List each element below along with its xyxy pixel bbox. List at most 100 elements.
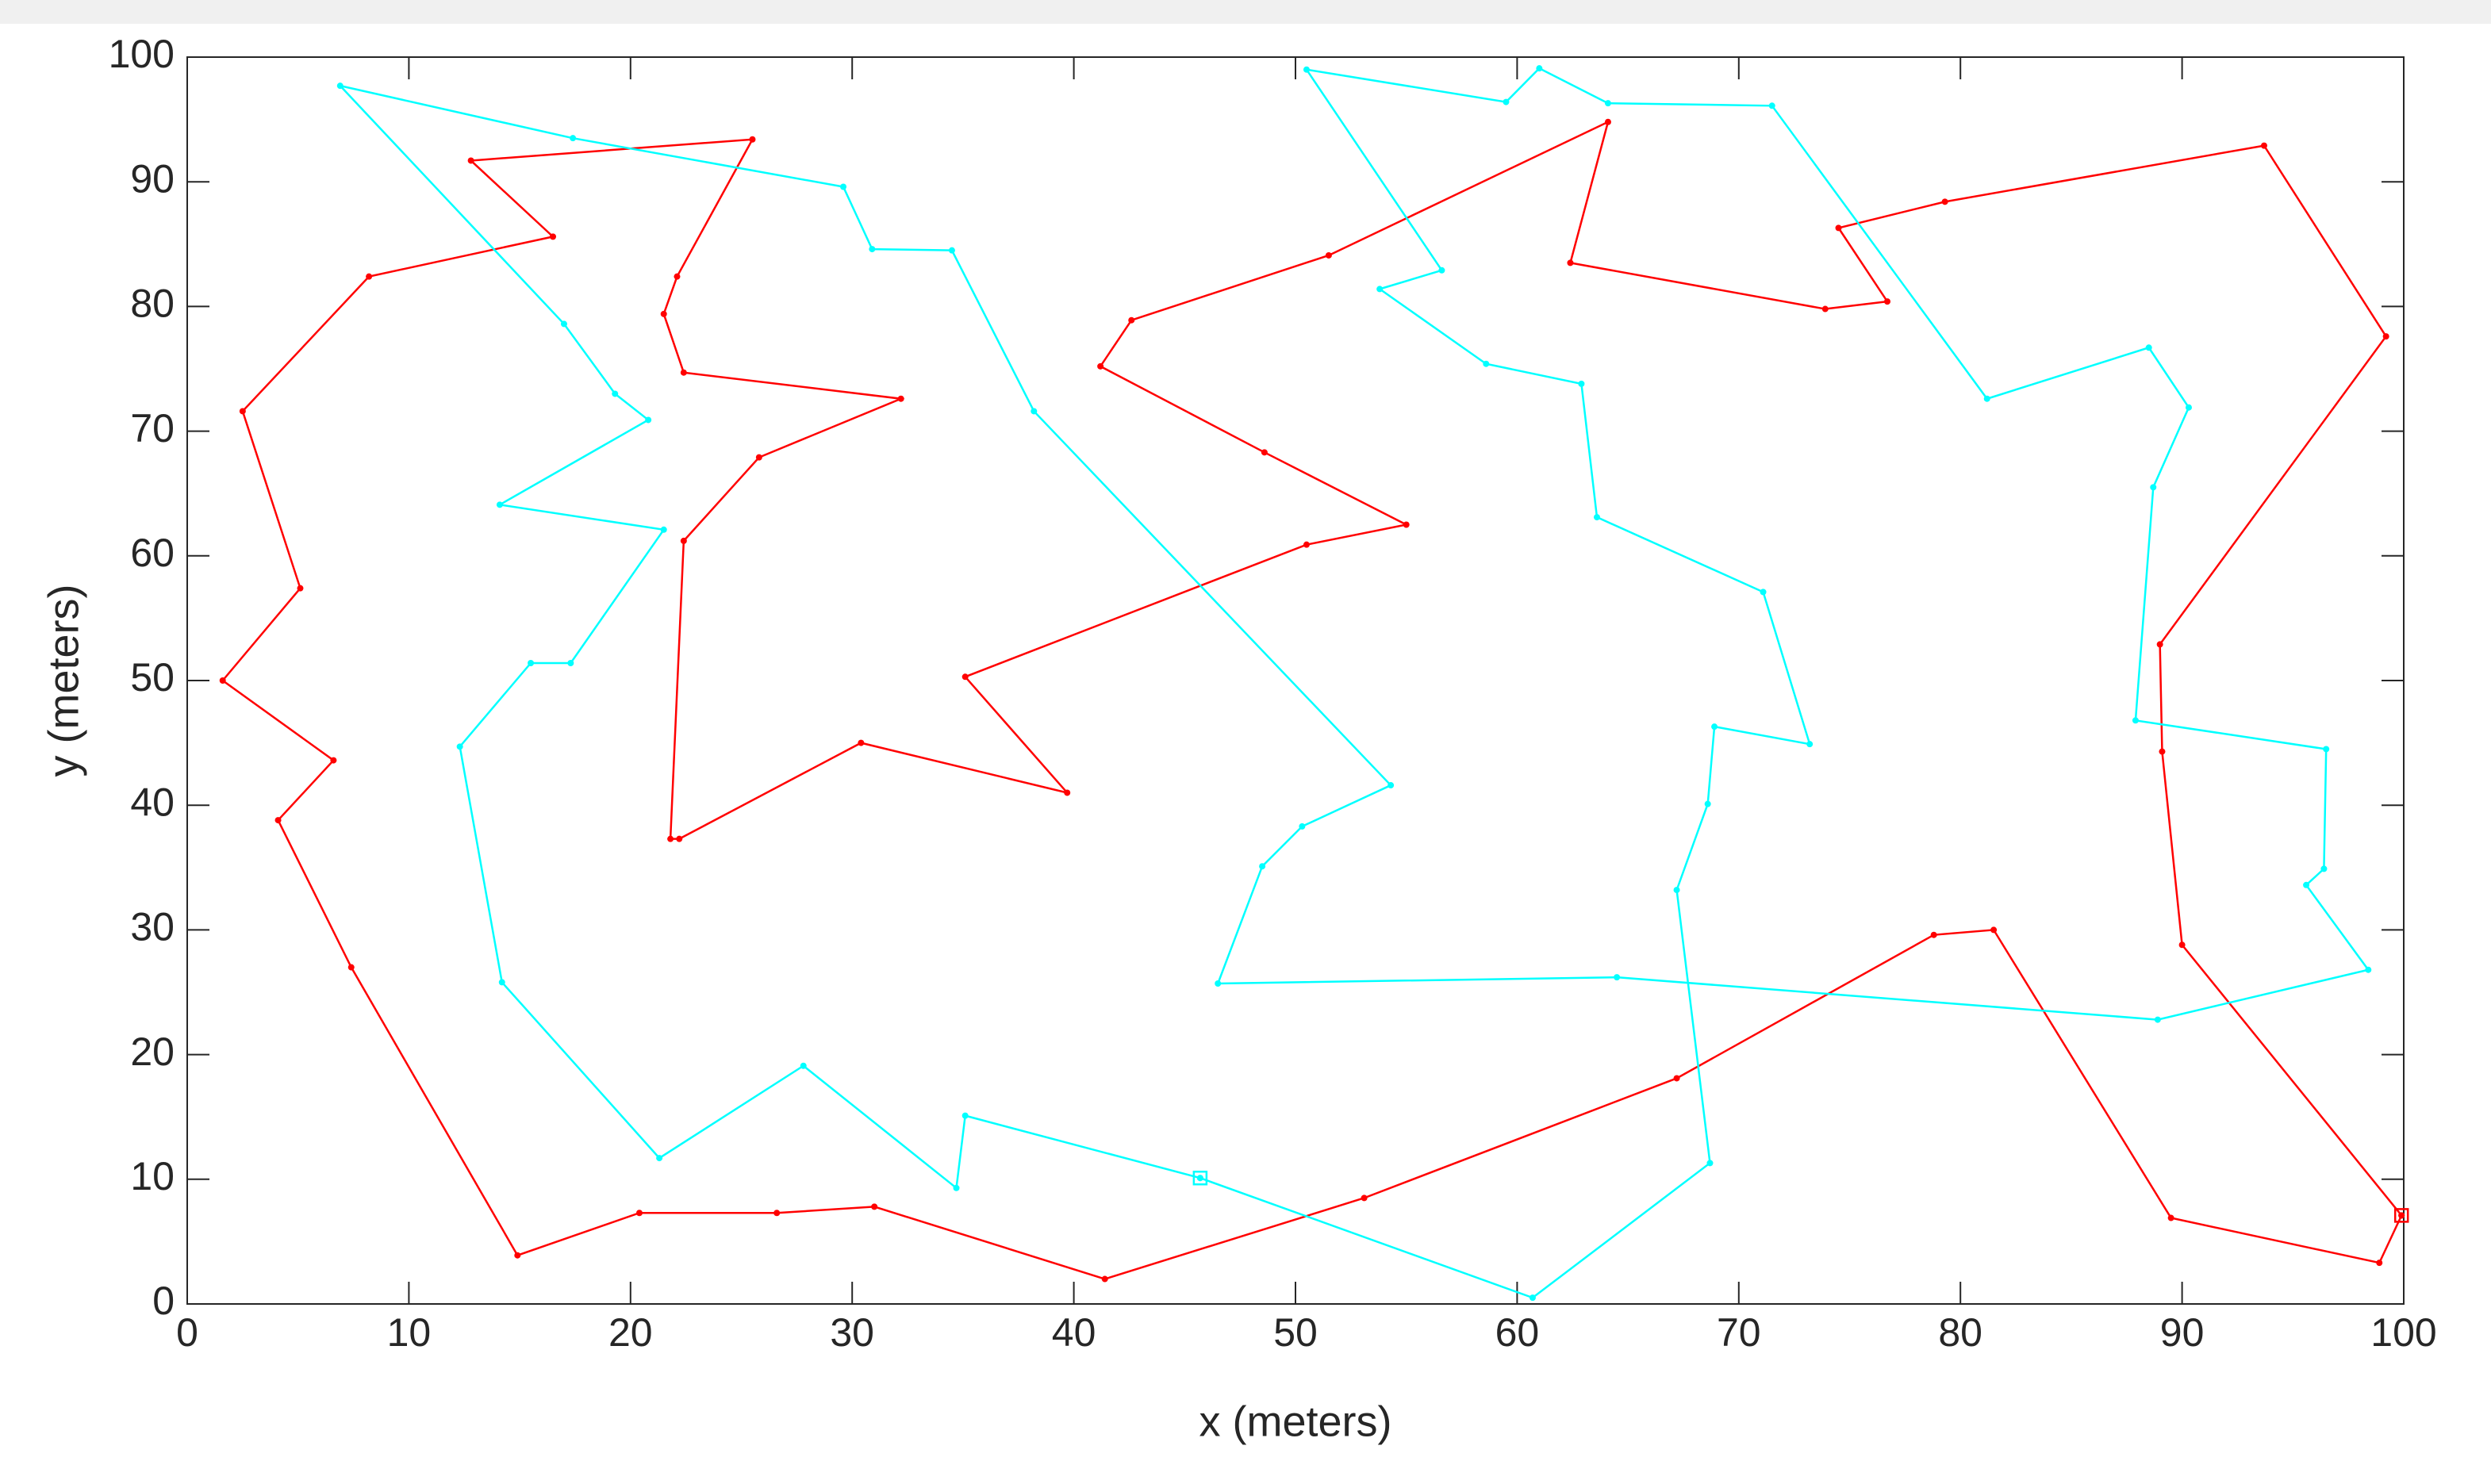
point [961,673,969,681]
x-tick-label: 100 [2370,1310,2436,1355]
point [1376,286,1384,293]
point [1711,723,1718,730]
point [660,526,667,533]
point [1325,251,1332,259]
point [2382,333,2389,340]
point [1503,98,1510,105]
point [2323,746,2330,753]
point [1604,100,1611,107]
point [1604,118,1611,125]
point [897,395,904,402]
point [2167,1214,2174,1221]
point [1303,541,1310,548]
point [1567,259,1574,267]
point [239,408,246,415]
point [1403,521,1410,528]
point [871,1203,878,1210]
x-tick-label: 0 [176,1310,198,1355]
x-tick-label: 60 [1495,1310,1540,1355]
x-tick-label: 50 [1273,1310,1318,1355]
point [645,416,652,424]
point [570,135,577,142]
start-marker [1192,1170,1208,1186]
point [1593,514,1600,521]
point [676,835,683,842]
point [1101,1275,1108,1283]
point [2145,344,2152,351]
point [1536,65,1543,72]
y-tick-label: 70 [130,406,175,451]
x-tick-label: 80 [1938,1310,1982,1355]
point [953,1184,960,1191]
point [1883,298,1890,305]
point [2132,717,2139,724]
x-axis-label: x (meters) [1199,1398,1392,1445]
point [961,1112,969,1119]
point [2376,1260,2383,1267]
point [2320,865,2328,872]
x-tick-label: 40 [1052,1310,1096,1355]
point [347,964,355,971]
start-marker [2393,1208,2409,1223]
point [366,273,373,280]
x-tick-label: 70 [1717,1310,1761,1355]
point [496,501,503,508]
point [667,835,674,842]
y-tick-label: 10 [130,1154,175,1198]
point [948,247,955,254]
point [330,757,337,764]
point [1261,449,1268,456]
y-tick-label: 60 [130,531,175,575]
point [755,454,762,461]
x-tick-label: 30 [830,1310,874,1355]
point [1303,66,1310,73]
point [567,659,574,666]
point [2365,966,2372,973]
point [514,1252,521,1259]
plot-area [187,57,2404,1304]
point [2159,748,2166,755]
point [1941,198,1948,205]
point [219,677,226,684]
point [635,1210,643,1217]
x-tick-label: 90 [2160,1310,2205,1355]
point [656,1155,663,1162]
point [1361,1194,1368,1202]
point [456,743,463,750]
y-tick-label: 50 [130,655,175,700]
point [1983,395,1990,402]
point [1673,887,1680,894]
x-tick-label: 20 [608,1310,653,1355]
point [1821,305,1829,313]
y-tick-label: 0 [152,1279,175,1323]
point [749,136,756,143]
point [274,817,282,824]
point [680,369,687,376]
point [612,390,619,397]
point [2150,484,2157,491]
y-tick-label: 30 [130,905,175,949]
point [2303,881,2310,888]
point [1196,1175,1203,1182]
point [1760,589,1767,596]
point [336,82,344,90]
point [800,1062,807,1069]
y-tick-label: 100 [109,32,175,76]
point [1673,1075,1680,1082]
point [773,1210,781,1217]
point [1299,823,1306,830]
point [1259,863,1266,870]
point [2185,404,2192,411]
point [869,246,876,253]
y-tick-label: 80 [130,282,175,326]
point [467,157,474,164]
point [2260,142,2267,149]
point [297,585,304,592]
point [1064,789,1071,796]
point [1835,224,1842,232]
point [1930,931,1937,938]
point [1215,980,1222,987]
y-tick-label: 40 [130,780,175,824]
point [1768,102,1775,109]
